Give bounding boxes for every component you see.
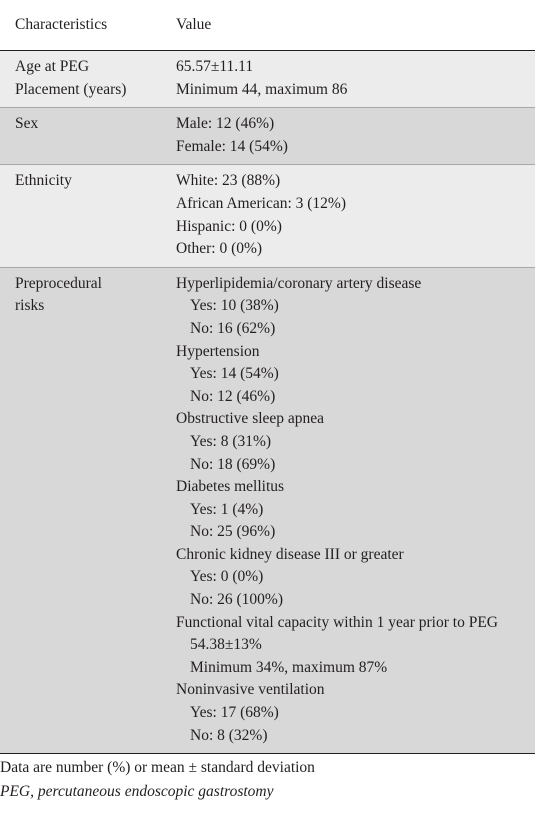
value-item: 65.57±11.11 <box>176 58 254 75</box>
value-item: Noninvasive ventilation <box>176 681 325 699</box>
table-row: Age at PEG Placement (years) 65.57±11.11 Mi… <box>0 50 535 108</box>
value-cell: 65.57±11.11 Minimum 44, maximum 86 <box>161 51 535 108</box>
value-cell: Hyperlipidemia/coronary artery disease Ye… <box>161 267 535 753</box>
characteristic-label: Ethnicity <box>15 172 72 190</box>
characteristic-label: Sex <box>15 115 39 133</box>
value-item: Hispanic: 0 (0%) <box>176 217 282 235</box>
value-subitem: No: 26 (100%) <box>190 591 283 609</box>
table-row: Ethnicity White: 23 (88%) African American… <box>0 164 535 268</box>
value-item: Hyperlipidemia/coronary artery disease <box>176 274 422 292</box>
value-item: Obstructive sleep apnea <box>176 410 325 428</box>
document: Characteristics Value Age at PEG Placemen… <box>0 0 535 804</box>
value-subitem: Yes: 14 (54%) <box>190 365 279 383</box>
characteristic-cell: Age at PEG Placement (years) <box>0 51 161 108</box>
table-row: Sex Male: 12 (46%) Female: 14 (54%) <box>0 107 535 165</box>
value-subitem: No: 18 (69%) <box>190 455 276 473</box>
value-subitem: Minimum 34%, maximum 87% <box>190 658 388 676</box>
value-item: Hypertension <box>176 342 260 360</box>
characteristic-cell: Preprocedural risks <box>0 267 161 753</box>
value-subitem: Yes: 17 (68%) <box>190 704 279 722</box>
table-header: Characteristics Value <box>0 0 535 51</box>
value-item: Female: 14 (54%) <box>176 137 288 155</box>
value-cell: Male: 12 (46%) Female: 14 (54%) <box>161 108 535 165</box>
characteristic-cell: Sex <box>0 108 161 165</box>
value-item: Chronic kidney disease III or greater <box>176 545 404 563</box>
characteristics-table: Characteristics Value Age at PEG Placemen… <box>0 0 535 754</box>
value-item: Diabetes mellitus <box>176 478 285 496</box>
value-item: Other: 0 (0%) <box>176 240 263 258</box>
value-subitem: No: 25 (96%) <box>190 523 276 541</box>
table-row: Preprocedural risks Hyperlipidemia/coronar… <box>0 267 535 754</box>
value-subitem: Yes: 1 (4%) <box>190 500 264 518</box>
characteristic-label: Placement (years) <box>15 80 127 98</box>
characteristic-cell: Ethnicity <box>0 165 161 267</box>
characteristic-label: Age at PEG <box>15 58 90 75</box>
value-subitem: Yes: 0 (0%) <box>190 568 264 586</box>
table-body: Age at PEG Placement (years) 65.57±11.11 Mi… <box>0 50 535 754</box>
table-notes: Data are number (%) or mean ± standard d… <box>0 756 535 804</box>
value-subitem: No: 16 (62%) <box>190 319 276 337</box>
value-subitem: 54.38±13% <box>190 636 262 654</box>
value-item: African American: 3 (12%) <box>176 194 347 212</box>
value-subitem: Yes: 10 (38%) <box>190 297 279 315</box>
column-header-characteristics: Characteristics <box>15 16 108 33</box>
value-item: Minimum 44, maximum 86 <box>176 80 348 98</box>
value-item: White: 23 (88%) <box>176 172 281 190</box>
value-subitem: Yes: 8 (31%) <box>190 432 272 450</box>
value-item: Functional vital capacity within 1 year … <box>176 613 498 631</box>
data-footnote: Data are number (%) or mean ± standard d… <box>0 759 315 777</box>
value-cell: White: 23 (88%) African American: 3 (12%)… <box>161 165 535 267</box>
value-item: Male: 12 (46%) <box>176 115 275 133</box>
characteristic-label: Preprocedural <box>15 274 102 292</box>
value-subitem: No: 12 (46%) <box>190 387 276 405</box>
column-header-value: Value <box>176 16 212 33</box>
header-row: Characteristics Value <box>0 0 535 51</box>
value-subitem: No: 8 (32%) <box>190 726 268 744</box>
characteristic-label: risks <box>15 297 45 315</box>
abbreviation-footnote: PEG, percutaneous endoscopic gastrostomy <box>0 783 274 801</box>
